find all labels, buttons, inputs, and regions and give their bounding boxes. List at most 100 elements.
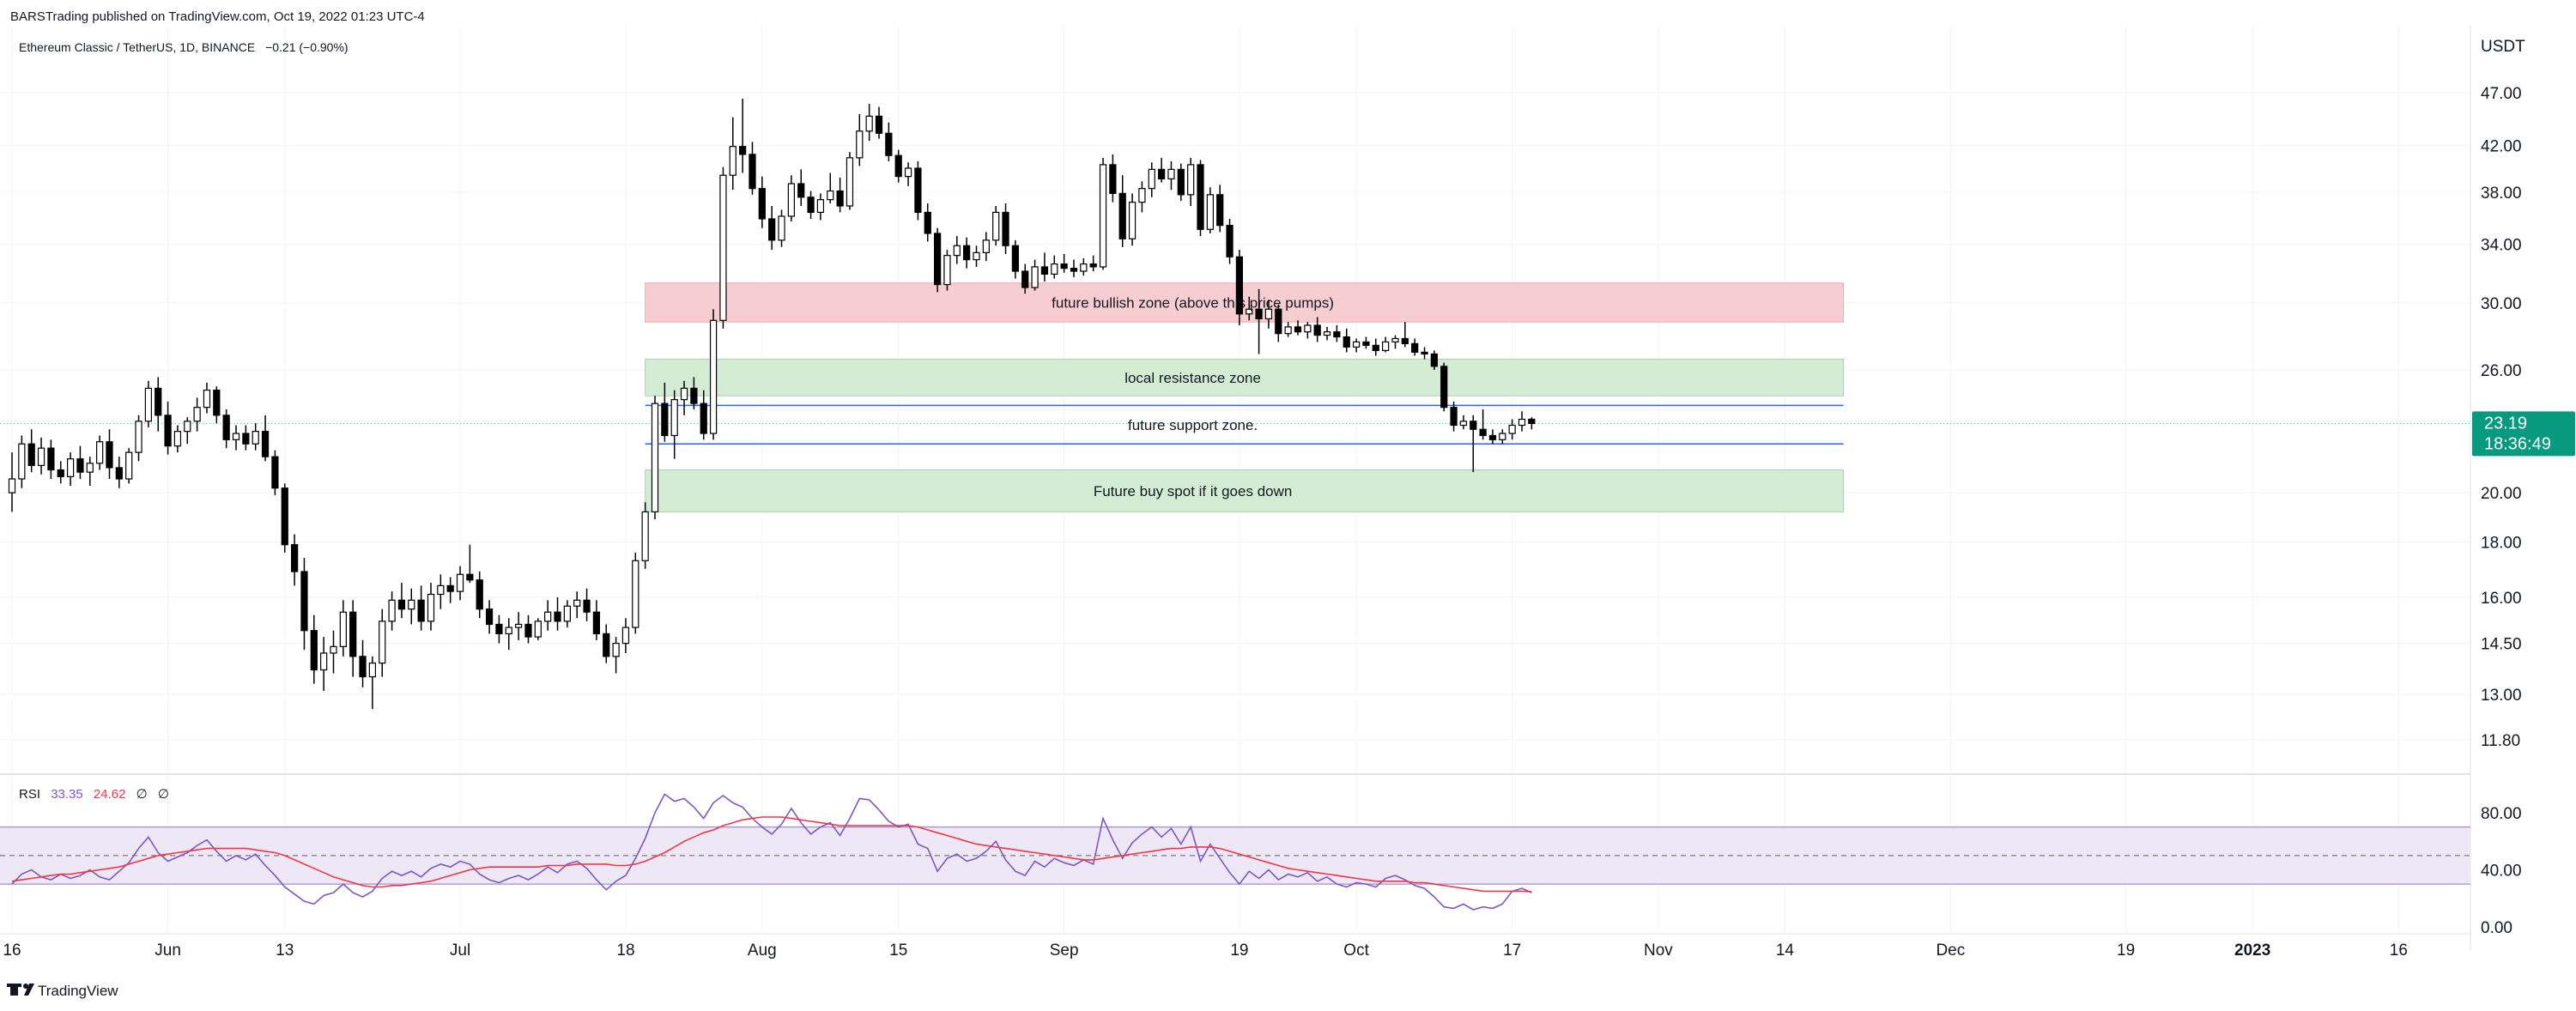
candle-down[interactable] (739, 146, 747, 155)
candle-down[interactable] (924, 211, 931, 234)
candle-up[interactable] (1499, 433, 1506, 440)
candle-up[interactable] (534, 621, 542, 638)
symbol-title[interactable]: Ethereum Classic / TetherUS, 1D, BINANCE… (19, 40, 349, 54)
candle-down[interactable] (1011, 245, 1020, 272)
candle-up[interactable] (1167, 168, 1175, 179)
candle-down[interactable] (592, 611, 601, 635)
candle-down[interactable] (1021, 270, 1029, 288)
candle-up[interactable] (651, 403, 659, 513)
candle-down[interactable] (485, 608, 494, 626)
candle-up[interactable] (1323, 331, 1331, 336)
candle-down[interactable] (554, 611, 561, 622)
candle-down[interactable] (281, 487, 288, 546)
candle-down[interactable] (397, 599, 406, 610)
candle-up[interactable] (992, 211, 1000, 241)
candle-down[interactable] (524, 623, 532, 638)
candle-down[interactable] (1479, 428, 1487, 437)
candle-up[interactable] (787, 183, 795, 217)
candle-down[interactable] (1313, 324, 1321, 336)
candle-up[interactable] (515, 623, 523, 628)
rsi-ma-line[interactable] (11, 816, 1532, 893)
candle-down[interactable] (1216, 194, 1224, 227)
candle-up[interactable] (1352, 341, 1361, 348)
candle-down[interactable] (466, 573, 474, 581)
candle-down[interactable] (476, 579, 483, 610)
candle-up[interactable] (709, 319, 718, 434)
rsi-line[interactable] (11, 793, 1532, 911)
candle-up[interactable] (184, 421, 191, 433)
candle-up[interactable] (408, 599, 415, 610)
candle-down[interactable] (1411, 342, 1419, 354)
candle-up[interactable] (612, 642, 620, 657)
candle-up[interactable] (1382, 341, 1390, 351)
candle-down[interactable] (690, 387, 698, 404)
candle-up[interactable] (1518, 418, 1526, 427)
candle-down[interactable] (583, 599, 591, 613)
candle-down[interactable] (1401, 337, 1409, 345)
price-axis-ticks[interactable]: 47.00 42.00 38.00 34.00 30.00 26.00 20.00 18.00… (2481, 85, 2522, 750)
candle-up[interactable] (456, 573, 464, 592)
candle-down[interactable] (1255, 308, 1263, 320)
candle-up[interactable] (846, 157, 854, 207)
candle-up[interactable] (1206, 194, 1214, 230)
candle-up[interactable] (632, 560, 639, 628)
candle-up[interactable] (641, 511, 649, 561)
candle-up[interactable] (368, 663, 377, 678)
candle-down[interactable] (797, 183, 805, 198)
candle-down[interactable] (1089, 263, 1097, 268)
candle-down[interactable] (807, 197, 815, 214)
candle-up[interactable] (125, 451, 133, 480)
candle-down[interactable] (222, 415, 230, 440)
candle-up[interactable] (96, 441, 104, 464)
candle-up[interactable] (621, 627, 630, 645)
candle-down[interactable] (359, 656, 367, 678)
candle-down[interactable] (1118, 192, 1126, 239)
candle-down[interactable] (1343, 336, 1350, 348)
candle-down[interactable] (213, 389, 221, 416)
candle-down[interactable] (1440, 366, 1448, 409)
candle-up[interactable] (719, 174, 727, 321)
candle-down[interactable] (106, 441, 113, 469)
candle-down[interactable] (271, 456, 279, 489)
candle-down[interactable] (155, 387, 162, 416)
candle-down[interactable] (1060, 263, 1068, 269)
candle-up[interactable] (856, 130, 864, 159)
candle-down[interactable] (1040, 266, 1049, 275)
candle-up[interactable] (670, 399, 678, 437)
candle-up[interactable] (339, 611, 347, 647)
candle-down[interactable] (300, 571, 308, 632)
candle-up[interactable] (193, 407, 201, 422)
candle-up[interactable] (982, 239, 990, 253)
candlestick-series[interactable] (8, 99, 1536, 710)
candle-up[interactable] (816, 199, 825, 214)
candle-up[interactable] (1128, 201, 1136, 239)
candle-down[interactable] (1177, 168, 1185, 196)
candle-down[interactable] (1109, 164, 1117, 195)
candle-up[interactable] (1138, 188, 1146, 203)
candle-down[interactable] (1226, 225, 1233, 257)
candle-down[interactable] (1197, 164, 1204, 230)
candle-down[interactable] (1470, 421, 1477, 430)
candle-down[interactable] (1275, 308, 1282, 335)
candle-down[interactable] (1450, 407, 1458, 427)
candle-up[interactable] (320, 652, 328, 671)
candle-up[interactable] (1391, 337, 1399, 343)
candle-down[interactable] (700, 403, 707, 434)
candle-down[interactable] (661, 403, 669, 437)
candle-down[interactable] (261, 431, 270, 457)
candle-up[interactable] (1264, 308, 1273, 320)
candle-up[interactable] (729, 146, 736, 176)
candle-up[interactable] (437, 584, 445, 596)
candle-down[interactable] (885, 132, 893, 156)
candle-down[interactable] (290, 544, 299, 572)
candle-down[interactable] (446, 584, 454, 592)
candle-down[interactable] (1362, 341, 1370, 346)
candle-down[interactable] (27, 443, 35, 466)
candle-down[interactable] (47, 447, 55, 471)
candle-up[interactable] (1187, 164, 1195, 196)
candle-up[interactable] (66, 458, 75, 477)
candle-up[interactable] (144, 387, 152, 422)
candle-up[interactable] (427, 593, 435, 622)
candle-up[interactable] (18, 443, 26, 480)
candle-down[interactable] (1294, 326, 1302, 333)
